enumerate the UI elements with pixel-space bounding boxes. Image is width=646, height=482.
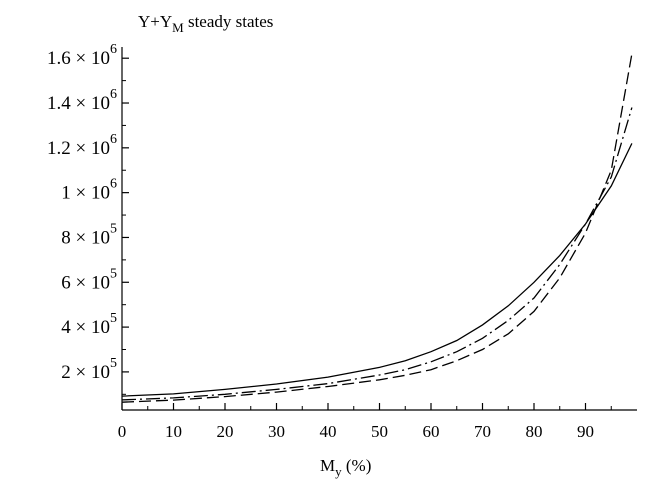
chart-title: Y+YM steady states — [138, 12, 273, 35]
y-tick-mantissa: 1.6 × 10 — [47, 48, 110, 69]
y-tick-exponent: 6 — [110, 177, 117, 192]
y-tick-exponent: 5 — [110, 356, 117, 371]
y-tick-label: 1.2 × 106 — [47, 132, 117, 159]
y-tick-exponent: 6 — [110, 87, 117, 102]
x-axis-label-rest: (%) — [342, 456, 372, 475]
y-tick-exponent: 6 — [110, 132, 117, 147]
y-tick-mantissa: 2 × 10 — [61, 362, 110, 383]
x-tick-label: 90 — [577, 422, 594, 441]
y-tick-exponent: 6 — [110, 42, 117, 57]
y-tick-label: 1 × 106 — [61, 177, 117, 204]
y-tick-mantissa: 4 × 10 — [61, 317, 110, 338]
x-axis-ticks: 0 10 20 30 40 50 60 70 80 90 — [118, 403, 612, 441]
x-axis-label-subscript: y — [335, 464, 342, 479]
y-tick-exponent: 5 — [110, 221, 117, 236]
y-tick-mantissa: 1 × 10 — [61, 183, 110, 204]
x-tick-label: 50 — [371, 422, 388, 441]
x-axis-label: My (%) — [320, 456, 371, 479]
x-tick-label: 30 — [268, 422, 285, 441]
y-tick-mantissa: 1.4 × 10 — [47, 93, 110, 114]
y-tick-label: 8 × 105 — [61, 221, 117, 248]
x-tick-label: 70 — [474, 422, 491, 441]
y-tick-mantissa: 6 × 10 — [61, 272, 110, 293]
x-tick-label: 20 — [217, 422, 234, 441]
y-tick-label: 2 × 105 — [61, 356, 117, 383]
x-tick-label: 40 — [320, 422, 337, 441]
y-tick-exponent: 5 — [110, 266, 117, 281]
y-tick-label: 4 × 105 — [61, 311, 117, 338]
x-tick-label: 0 — [118, 422, 127, 441]
y-tick-exponent: 5 — [110, 311, 117, 326]
chart-title-subscript: M — [172, 20, 184, 35]
chart-title-rest: steady states — [184, 12, 274, 31]
series-line-solid — [121, 143, 633, 397]
y-tick-mantissa: 1.2 × 10 — [47, 138, 110, 159]
x-tick-label: 60 — [423, 422, 440, 441]
series-line-dashed — [121, 53, 633, 403]
y-tick-label: 1.4 × 106 — [47, 87, 117, 114]
y-tick-mantissa: 8 × 10 — [61, 227, 110, 248]
x-tick-label: 80 — [526, 422, 543, 441]
y-tick-label: 6 × 105 — [61, 266, 117, 293]
x-axis-label-main: M — [320, 456, 335, 475]
y-tick-label: 1.6 × 106 — [47, 42, 117, 69]
x-tick-label: 10 — [165, 422, 182, 441]
series-line-dashdot — [121, 107, 633, 401]
series-lines — [121, 53, 633, 403]
chart-title-main: Y+Y — [138, 12, 172, 31]
